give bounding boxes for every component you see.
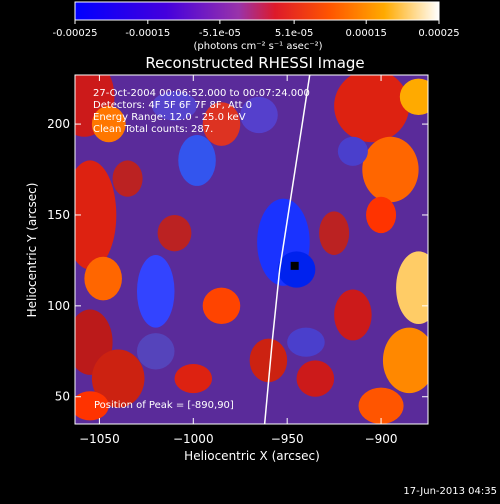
x-tick-label: −950 <box>271 432 304 446</box>
heatmap-blob <box>112 160 143 197</box>
colorbar-ticks: -0.00025 -0.00015 -5.1e-05 5.1e-05 0.00015 0.… <box>53 20 460 39</box>
x-axis-label: Heliocentric X (arcsec) <box>184 449 320 463</box>
heatmap-blob <box>366 196 397 234</box>
colorbar-tick-label: -0.00015 <box>125 28 170 39</box>
energy-range-text: Energy Range: 12.0 - 25.0 keV <box>93 112 246 123</box>
y-axis-ticks: 50 100 150 200 <box>47 117 428 404</box>
heatmap-blob <box>240 96 278 134</box>
method-text: Clean Total counts: 287. <box>93 124 213 135</box>
heatmap-blob <box>334 289 372 341</box>
heatmap-blob <box>136 333 175 370</box>
heatmap-blobs <box>75 75 428 424</box>
detectors-text: Detectors: 4F 5F 6F 7F 8F, Att 0 <box>93 100 252 111</box>
colorbar-gradient <box>74 1 440 21</box>
heatmap-blob <box>337 136 368 166</box>
heatmap-blob <box>91 349 145 408</box>
time-range-text: 27-Oct-2004 00:06:52.000 to 00:07:24.000 <box>93 88 310 99</box>
peak-position-text: Position of Peak = [-890,90] <box>94 400 234 411</box>
heatmap-blob <box>136 254 175 328</box>
heatmap-blob <box>202 102 241 146</box>
x-tick-label: −1000 <box>173 432 214 446</box>
heatmap-blob <box>202 287 241 325</box>
colorbar-units: (photons cm⁻² s⁻¹ asec⁻²) <box>193 41 322 52</box>
heatmap-blob <box>157 214 192 252</box>
heatmap-blob <box>287 327 325 357</box>
x-tick-label: −1050 <box>79 432 120 446</box>
heatmap-blob <box>249 338 288 383</box>
heatmap-blob <box>319 211 350 255</box>
heatmap-blob <box>382 327 428 394</box>
heatmap-blob <box>91 105 126 143</box>
heatmap-blob <box>399 78 428 115</box>
heatmap-blob <box>75 391 109 421</box>
y-tick-label: 200 <box>47 117 70 131</box>
y-axis-label: Heliocentric Y (arcsec) <box>25 183 39 318</box>
y-tick-label: 150 <box>47 208 70 222</box>
heatmap-blob <box>358 387 404 424</box>
heatmap-blob <box>296 360 335 397</box>
heatmap-blob <box>396 251 428 325</box>
y-tick-label: 50 <box>55 390 70 404</box>
solar-limb-line <box>263 75 311 424</box>
plot-frame <box>74 74 429 425</box>
peak-marker <box>290 261 299 270</box>
heatmap-blob <box>178 134 216 186</box>
colorbar-tick-label: 0.00015 <box>346 28 387 39</box>
heatmap-blob <box>84 256 122 301</box>
y-tick-label: 100 <box>47 299 70 313</box>
heatmap-blob <box>362 136 419 203</box>
colorbar-tick-label: -5.1e-05 <box>199 28 241 39</box>
footer-date: 17-Jun-2013 04:35 <box>403 486 497 497</box>
x-axis-ticks: −1050 −1000 −950 −900 <box>79 75 398 446</box>
x-tick-label: −900 <box>365 432 398 446</box>
chart-title: Reconstructed RHESSI Image <box>145 54 364 72</box>
heatmap-blob <box>334 75 410 143</box>
colorbar: -0.00025 -0.00015 -5.1e-05 5.1e-05 0.00015 0.… <box>53 1 460 52</box>
plot-area: −1050 −1000 −950 −900 50 100 150 200 <box>47 74 429 446</box>
colorbar-tick-label: 5.1e-05 <box>275 28 313 39</box>
heatmap-blob <box>75 160 117 270</box>
heatmap-blob <box>174 364 213 394</box>
heatmap-blob <box>151 91 198 121</box>
colorbar-tick-label: -0.00025 <box>53 28 98 39</box>
colorbar-tick-label: 0.00025 <box>418 28 459 39</box>
